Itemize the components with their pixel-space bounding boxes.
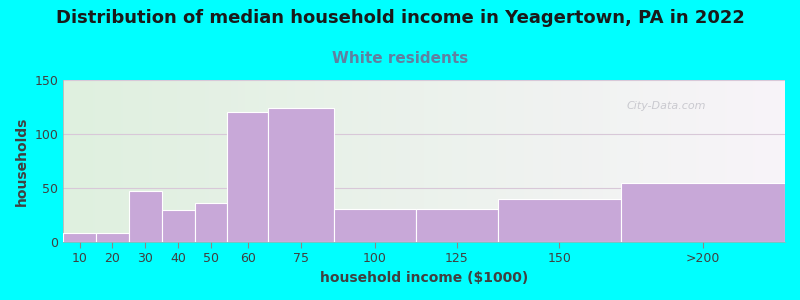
- Bar: [227, 112, 268, 242]
- Bar: [621, 183, 785, 242]
- Bar: [194, 203, 227, 242]
- X-axis label: household income ($1000): household income ($1000): [320, 271, 528, 285]
- Bar: [63, 233, 96, 242]
- Text: City-Data.com: City-Data.com: [626, 101, 706, 111]
- Bar: [162, 210, 194, 242]
- Bar: [334, 208, 416, 242]
- Bar: [96, 233, 129, 242]
- Text: White residents: White residents: [332, 51, 468, 66]
- Bar: [129, 191, 162, 242]
- Bar: [268, 108, 334, 242]
- Bar: [416, 208, 498, 242]
- Text: Distribution of median household income in Yeagertown, PA in 2022: Distribution of median household income …: [55, 9, 745, 27]
- Bar: [498, 199, 621, 242]
- Y-axis label: households: households: [15, 116, 29, 206]
